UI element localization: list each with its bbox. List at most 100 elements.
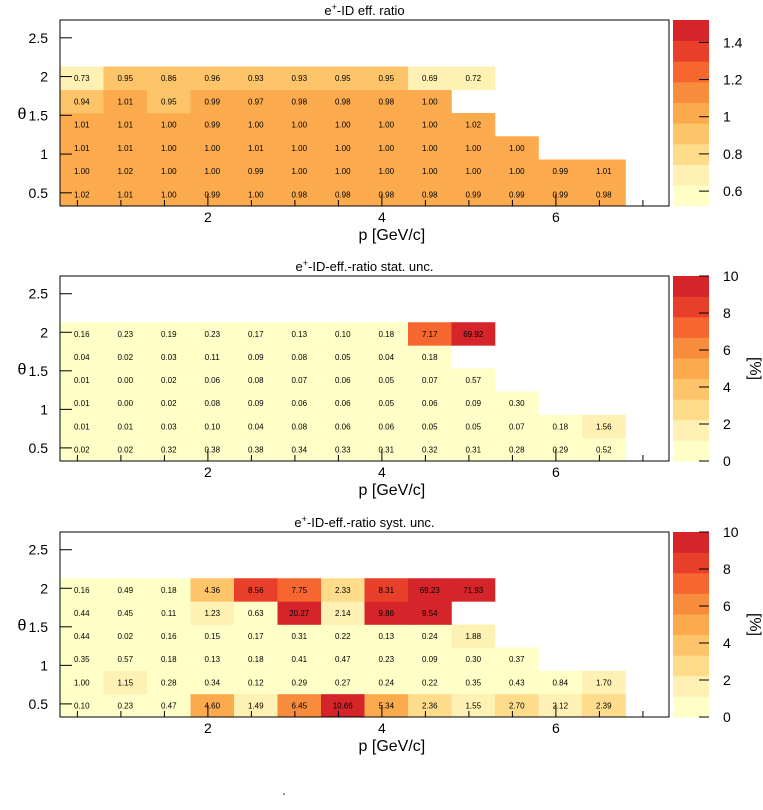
heatmap-cell <box>234 66 278 91</box>
cell-value-label: 1.00 <box>378 144 394 153</box>
cell-value-label: 6.45 <box>291 701 307 710</box>
palette-swatch <box>673 185 709 207</box>
heatmap-cell <box>103 368 148 392</box>
x-tick-label: 2 <box>204 720 212 736</box>
heatmap-cell <box>321 182 365 207</box>
cell-value-label: 0.06 <box>335 376 351 385</box>
palette-tick-label: 4 <box>723 635 731 651</box>
heatmap-cell <box>103 414 148 439</box>
cell-value-label: 0.10 <box>204 422 220 431</box>
palette-tick-label: 2 <box>723 672 731 688</box>
palette-swatch <box>673 675 709 697</box>
cell-value-label: 0.22 <box>422 678 438 687</box>
cell-value-label: 0.06 <box>291 399 307 408</box>
cell-value-label: 0.23 <box>117 701 133 710</box>
palette-swatch <box>673 440 709 462</box>
heatmap-cell <box>495 437 539 462</box>
heatmap-cell <box>234 368 278 392</box>
cell-value-label: 5.34 <box>378 701 394 710</box>
x-tick-label: 6 <box>552 720 560 736</box>
heatmap-cell <box>60 89 104 114</box>
palette-swatch <box>673 317 709 338</box>
cell-value-label: 20.27 <box>289 609 310 618</box>
heatmap-cell <box>147 322 191 346</box>
heatmap-cell <box>538 414 583 439</box>
palette-tick-label: 10 <box>723 268 739 284</box>
cell-value-label: 0.47 <box>161 701 177 710</box>
cell-value-label: 0.98 <box>335 190 351 199</box>
palette-swatch <box>673 399 709 421</box>
palette-tick-label: 1.2 <box>723 72 743 88</box>
heatmap-cell <box>451 136 496 160</box>
cell-value-label: 0.95 <box>335 74 351 83</box>
heatmap-cell <box>408 578 452 602</box>
heatmap-cell <box>147 182 191 207</box>
cell-value-label: 0.35 <box>465 678 481 687</box>
heatmap-cell <box>277 368 322 392</box>
cell-value-label: 1.02 <box>117 167 133 176</box>
cell-value-label: 69.92 <box>463 330 484 339</box>
chart-panel-3: 0.10 0.23 0.47 4.60 1.49 6.45 10.66 5.34 2.36 1.5… <box>18 514 763 755</box>
palette-swatch <box>673 358 709 380</box>
x-tick-label: 4 <box>378 464 386 480</box>
cell-value-label: 0.84 <box>552 678 568 687</box>
heatmap-cell <box>495 670 539 695</box>
cell-value-label: 0.63 <box>248 609 264 618</box>
heatmap-cell <box>321 66 365 91</box>
heatmap-cell <box>408 601 452 625</box>
heatmap-cell <box>408 159 452 184</box>
palette-swatch <box>673 696 709 718</box>
heatmap-cell <box>103 693 148 718</box>
cell-value-label: 0.02 <box>161 399 177 408</box>
cell-value-label: 0.09 <box>248 353 264 362</box>
heatmap-cell <box>103 391 148 416</box>
cell-value-label: 1.00 <box>422 144 438 153</box>
heatmap-cell <box>190 693 235 718</box>
x-tick-label: 6 <box>552 464 560 480</box>
heatmap-cell <box>60 322 104 346</box>
x-tick-label: 6 <box>552 209 560 225</box>
palette-swatch <box>673 61 709 83</box>
cell-value-label: 0.99 <box>248 167 264 176</box>
heatmap-cell <box>60 113 104 137</box>
cell-value-label: 0.98 <box>378 190 394 199</box>
chart-title-superscript: + <box>303 258 308 268</box>
heatmap-cell <box>364 624 409 648</box>
palette-swatch <box>673 378 709 400</box>
heatmap-cell <box>234 670 278 695</box>
palette-swatch <box>673 102 709 124</box>
heatmap-cell <box>277 182 322 207</box>
cell-value-label: 0.09 <box>248 399 264 408</box>
heatmap-cell <box>234 624 278 648</box>
cell-value-label: 0.19 <box>161 330 177 339</box>
cell-value-label: 0.24 <box>378 678 394 687</box>
heatmap-cell <box>364 368 409 392</box>
heatmap-cell <box>190 159 235 184</box>
x-tick-label: 4 <box>378 209 386 225</box>
palette-swatch <box>673 552 709 574</box>
cell-value-label: 9.86 <box>378 609 394 618</box>
palette-axis-title: [%] <box>746 613 763 636</box>
y-axis-title: θ <box>18 106 27 123</box>
cell-value-label: 1.00 <box>378 167 394 176</box>
cell-value-label: 0.18 <box>552 422 568 431</box>
y-tick-label: 1.5 <box>29 107 49 123</box>
heatmap-cell <box>364 601 409 625</box>
heatmap-cell <box>451 368 496 392</box>
heatmap-cell <box>190 66 235 91</box>
cell-value-label: 0.17 <box>248 330 264 339</box>
heatmap-cell <box>60 693 104 718</box>
palette-tick-label: 0 <box>723 709 731 725</box>
heatmap-cell <box>364 578 409 602</box>
cell-value-label: 0.18 <box>161 586 177 595</box>
cell-value-label: 0.37 <box>509 655 525 664</box>
cell-value-label: 0.06 <box>204 376 220 385</box>
cell-value-label: 0.01 <box>117 422 133 431</box>
cell-value-label: 1.00 <box>335 167 351 176</box>
heatmap-cell <box>277 159 322 184</box>
cell-value-label: 0.72 <box>465 74 481 83</box>
heatmap-cell <box>277 89 322 114</box>
cell-value-label: 0.38 <box>204 445 220 454</box>
heatmap-cell <box>408 647 452 672</box>
heatmap-cell <box>538 437 583 462</box>
